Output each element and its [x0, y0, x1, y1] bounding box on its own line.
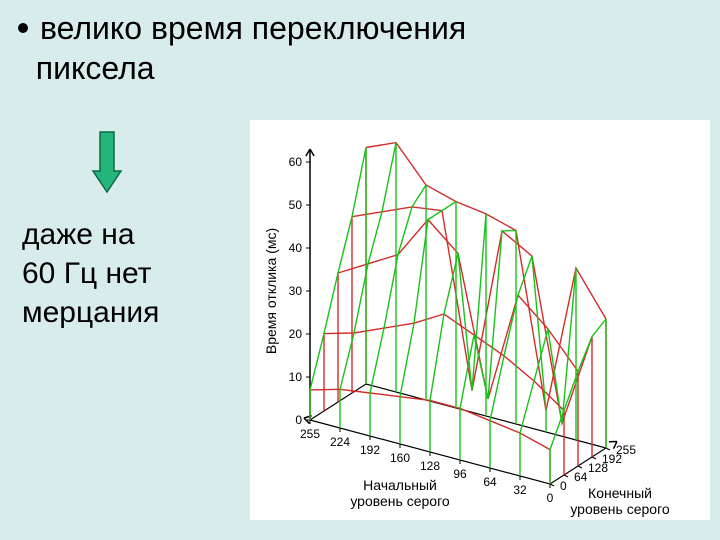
down-arrow-icon: [90, 130, 124, 196]
svg-text:уровень серого: уровень серого: [350, 493, 450, 509]
svg-text:уровень серого: уровень серого: [570, 501, 670, 517]
side-line-2: 60 Гц нет: [22, 257, 151, 290]
svg-text:50: 50: [289, 198, 303, 212]
svg-text:32: 32: [513, 483, 527, 497]
svg-text:0: 0: [560, 479, 567, 493]
bullet-line-2: пиксела: [36, 50, 155, 86]
svg-text:20: 20: [289, 327, 303, 341]
svg-text:128: 128: [420, 459, 440, 473]
side-line-1: даже на: [22, 218, 135, 251]
svg-text:160: 160: [390, 451, 410, 465]
svg-text:255: 255: [616, 443, 636, 457]
svg-text:192: 192: [360, 443, 380, 457]
svg-text:Конечный: Конечный: [588, 485, 652, 501]
svg-text:10: 10: [289, 370, 303, 384]
svg-text:60: 60: [289, 155, 303, 169]
svg-text:Начальный: Начальный: [363, 477, 437, 493]
svg-text:30: 30: [289, 284, 303, 298]
bullet-text: велико время переключения пиксела: [18, 8, 466, 88]
chart-canvas: 0 10 20 30 40 50 60 Время отклика (мс) 255 224 192…: [250, 120, 710, 520]
svg-text:40: 40: [289, 241, 303, 255]
side-line-3: мерцания: [22, 296, 159, 329]
svg-text:0: 0: [547, 491, 554, 505]
chart-3d-surface: 0 10 20 30 40 50 60 Время отклика (мс) 255 224 192…: [250, 120, 710, 520]
svg-text:0: 0: [295, 413, 302, 427]
svg-text:64: 64: [483, 475, 497, 489]
svg-text:Время отклика (мс): Время отклика (мс): [263, 228, 279, 354]
side-text: даже на 60 Гц нет мерцания: [22, 215, 159, 332]
svg-text:224: 224: [330, 435, 350, 449]
svg-text:64: 64: [574, 470, 588, 484]
svg-text:96: 96: [453, 467, 467, 481]
svg-text:255: 255: [300, 427, 320, 441]
bullet-line-1: велико время переключения: [40, 10, 466, 46]
bullet-dot-icon: [18, 23, 28, 33]
